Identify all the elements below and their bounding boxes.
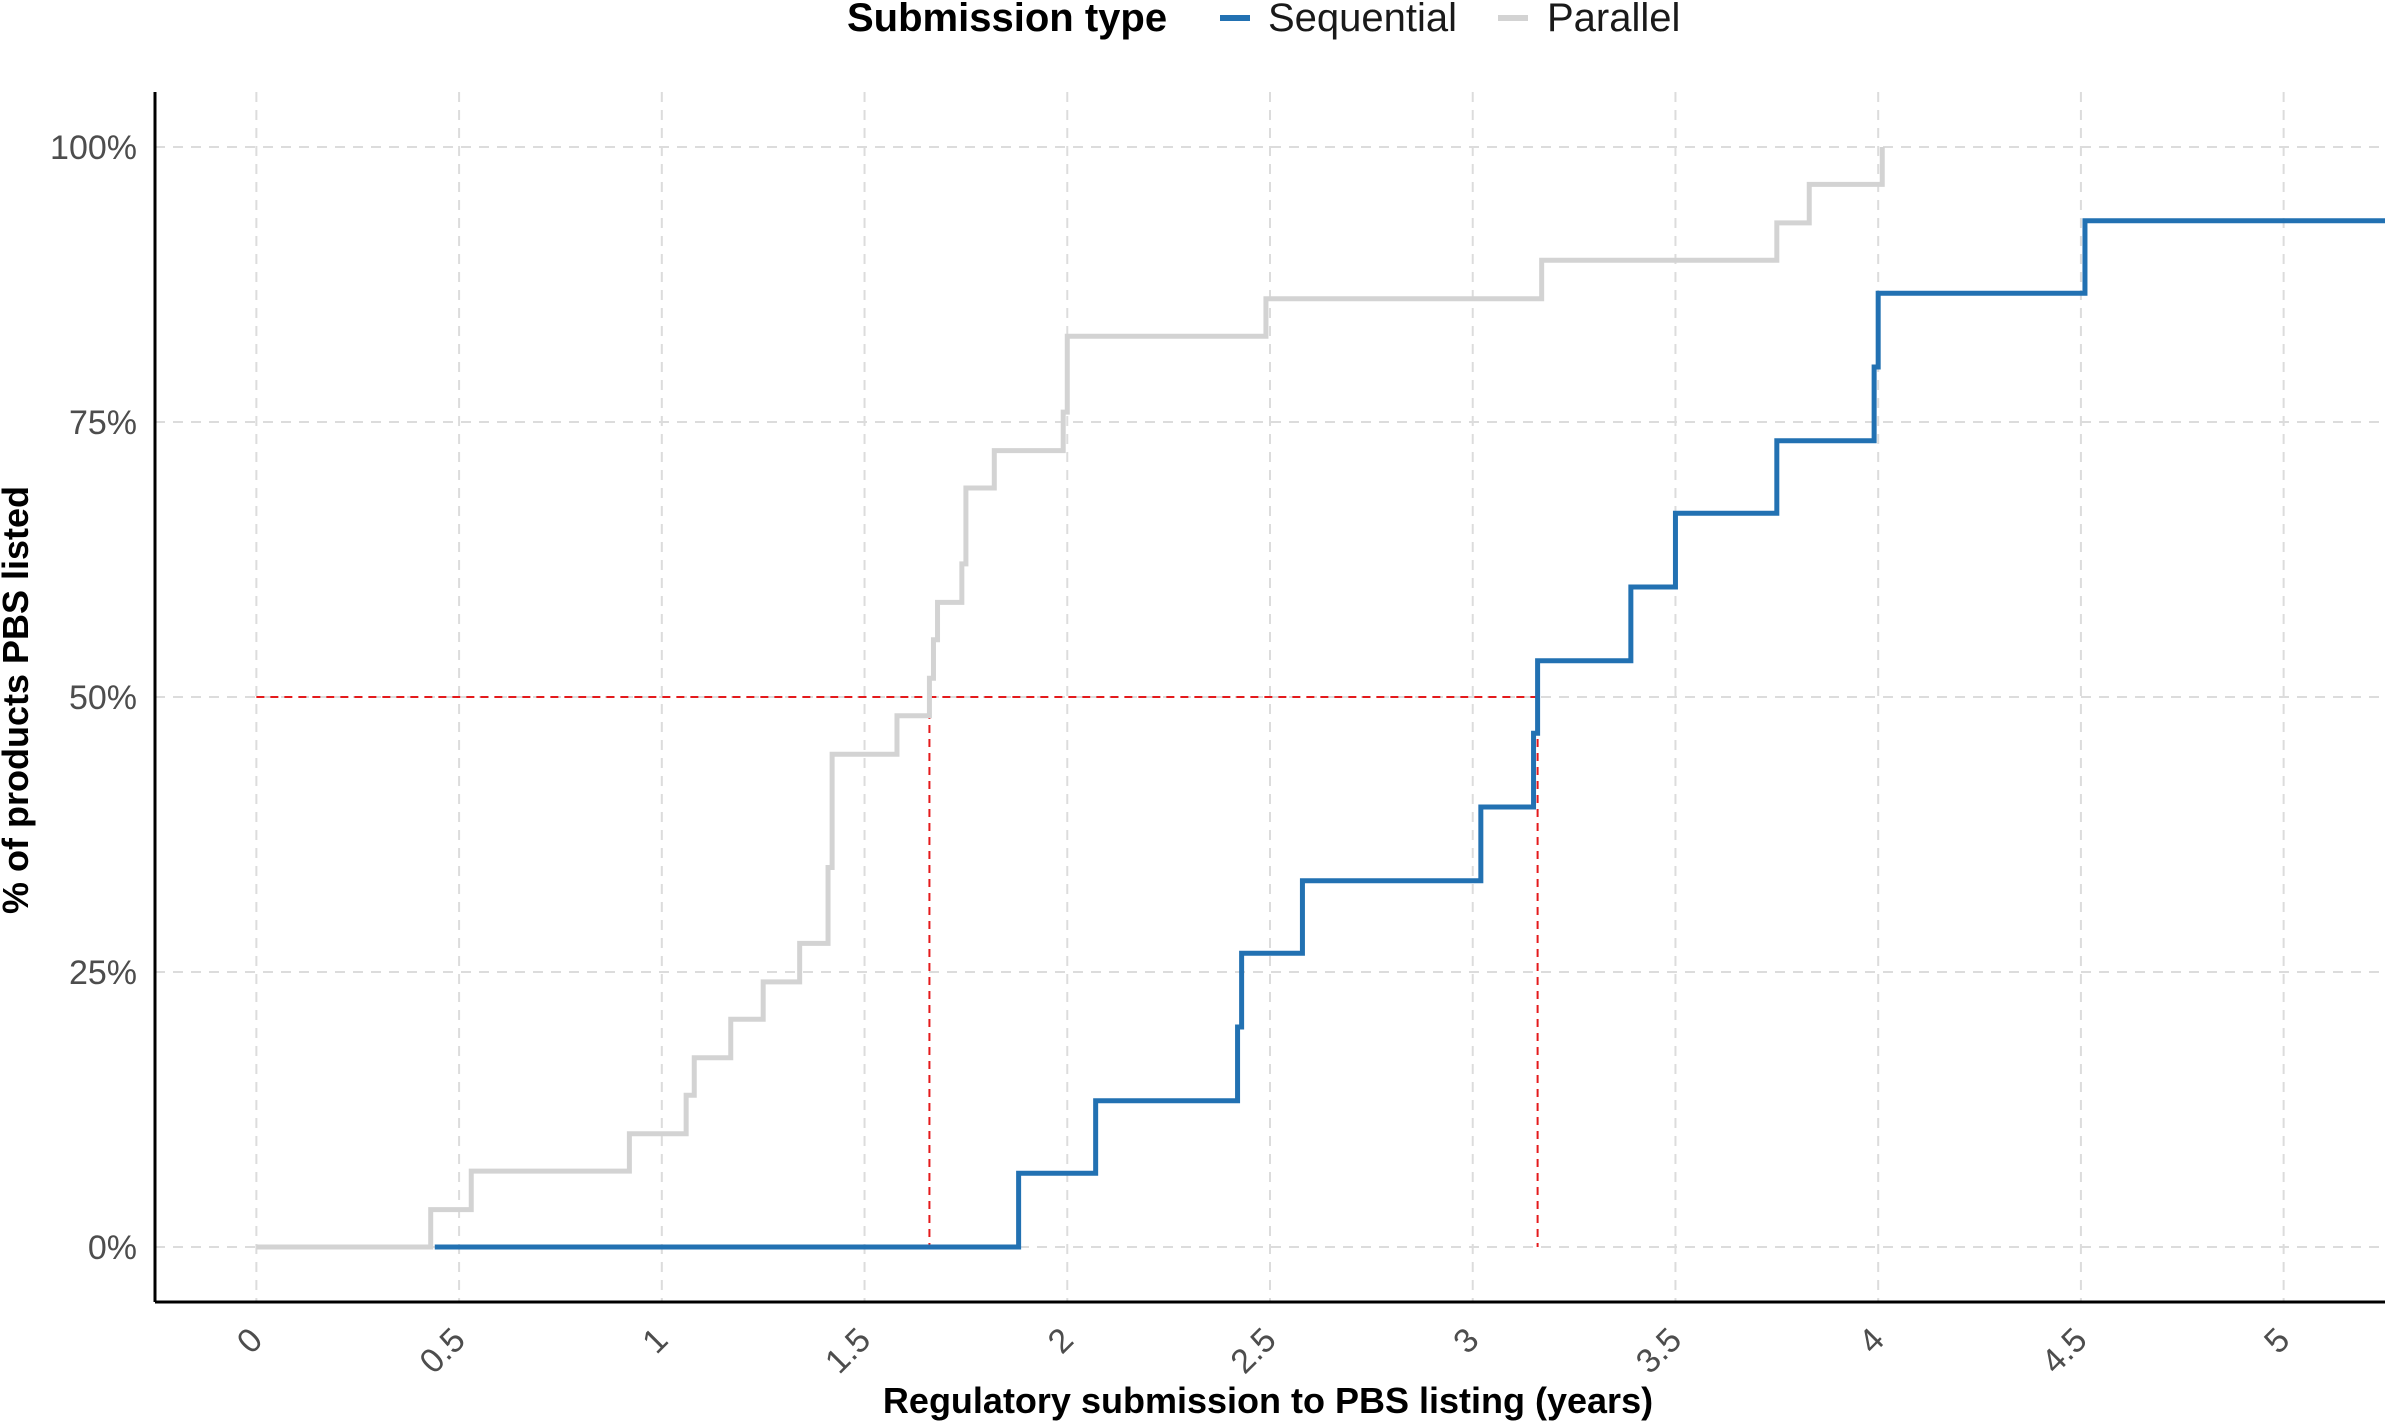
x-tick-label: 2.5 — [1223, 1321, 1283, 1381]
x-tick-label: 3 — [1446, 1321, 1486, 1361]
legend-label-sequential: Sequential — [1268, 0, 1457, 40]
x-tick-label: 4 — [1852, 1321, 1892, 1361]
legend-label-parallel: Parallel — [1547, 0, 1680, 40]
x-tick-label: 1 — [635, 1321, 675, 1361]
x-tick-label: 0 — [230, 1321, 270, 1361]
y-axis-title: % of products PBS listed — [0, 486, 36, 914]
series-lines — [256, 147, 2385, 1250]
x-tick-label: 1.5 — [818, 1321, 878, 1381]
y-tick-label: 0% — [88, 1229, 137, 1267]
x-axis-title: Regulatory submission to PBS listing (ye… — [883, 1380, 1653, 1421]
x-tick-label: 4.5 — [2034, 1321, 2094, 1381]
y-tick-label: 100% — [50, 129, 137, 167]
x-tick-label: 5 — [2257, 1321, 2297, 1361]
series-line-parallel — [256, 147, 1885, 1250]
legend-title: Submission type — [847, 0, 1167, 40]
tick-labels: 0% 25% 50% 75% 100% 0 0.5 1 1.5 2 2.5 3 3.5 4 4.5 5 — [50, 129, 2297, 1381]
legend: Submission type Sequential Parallel — [847, 0, 1680, 40]
axes — [153, 92, 2385, 1304]
x-tick-label: 3.5 — [1629, 1321, 1689, 1381]
median-reference-lines — [256, 696, 1539, 1247]
x-tick-label: 2 — [1041, 1321, 1081, 1361]
y-tick-label: 25% — [69, 954, 137, 992]
y-tick-label: 75% — [69, 404, 137, 442]
x-tick-label: 0.5 — [412, 1321, 472, 1381]
series-line-sequential — [434, 218, 2385, 1250]
y-tick-label: 50% — [69, 679, 137, 717]
